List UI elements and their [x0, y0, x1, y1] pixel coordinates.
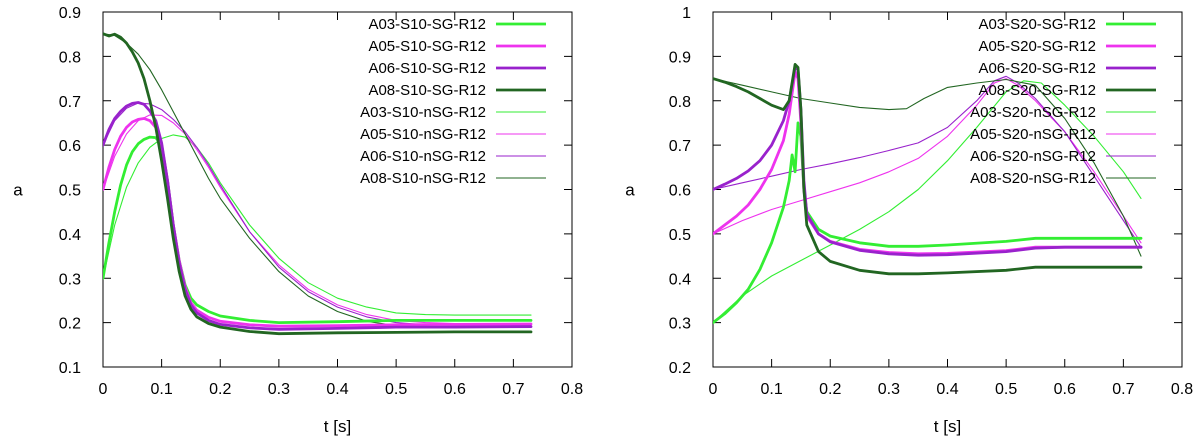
x-tick-label: 0.3 [268, 381, 290, 398]
legend-entry-label: A06-S10-SG-R12 [368, 60, 486, 77]
legend-entry-label: A06-S20-SG-R12 [978, 60, 1096, 77]
y-tick-label: 0.9 [669, 49, 691, 66]
series-line-A08-S20-SG-R12 [713, 63, 1143, 276]
y-tick-label: 0.3 [669, 316, 691, 333]
legend-entry-label: A05-S10-nSG-R12 [360, 126, 486, 143]
x-tick-label: 0.4 [326, 381, 348, 398]
y-tick-label: 0.9 [59, 5, 81, 22]
y-tick-label: 0.6 [669, 183, 691, 200]
x-tick-label: 0.6 [1054, 381, 1076, 398]
x-tick-label: 0.7 [1112, 381, 1134, 398]
y-tick-label: 0.2 [669, 360, 691, 377]
y-tick-label: 0.8 [59, 49, 81, 66]
legend-entry-label: A06-S10-nSG-R12 [360, 148, 486, 165]
left-chart: 0 0.1 0.2 0.3 0.4 0.5 0.6 0.7 0.8 0.1 0.2 0.3 0.4 0.5… [13, 5, 583, 436]
plot-frame [102, 11, 573, 368]
x-tick-label: 0 [99, 381, 108, 398]
x-tick-label: 0.4 [936, 381, 958, 398]
right-chart: 0 0.1 0.2 0.3 0.4 0.5 0.6 0.7 0.8 0.2 0.3 0.4 0.5 0.6… [625, 5, 1193, 436]
y-tick-label: 0.8 [669, 94, 691, 111]
x-axis-label: t [s] [324, 417, 351, 436]
plot-frame [712, 11, 1183, 368]
legend-entry-label: A05-S20-nSG-R12 [970, 126, 1096, 143]
x-tick-label: 0.2 [209, 381, 231, 398]
legend: A03-S10-SG-R12 A05-S10-SG-R12 A06-S10-SG-R… [360, 16, 546, 187]
x-tick-label: 0.8 [561, 381, 583, 398]
y-axis-label: a [625, 181, 635, 200]
y-tick-label: 0.7 [59, 94, 81, 111]
y-tick-label: 0.1 [59, 360, 81, 377]
x-tick-label: 0.6 [444, 381, 466, 398]
x-tick-label: 0.5 [385, 381, 407, 398]
series-group [103, 32, 533, 336]
legend-entry-label: A08-S10-SG-R12 [368, 82, 486, 99]
series-line-A06-S10-SG-R12 [103, 101, 533, 331]
y-tick-label: 0.2 [59, 316, 81, 333]
y-tick-label: 0.7 [669, 138, 691, 155]
series-group [713, 63, 1143, 324]
y-axis-label: a [13, 181, 23, 200]
y-tick-label: 0.4 [669, 271, 691, 288]
y-tick-label: 0.5 [669, 227, 691, 244]
x-tick-label: 0 [709, 381, 718, 398]
series-line-A05-S10-nSG-R12 [103, 114, 532, 325]
y-tick-label: 0.3 [59, 271, 81, 288]
legend-entry-label: A03-S20-SG-R12 [978, 16, 1096, 33]
x-tick-label: 0.3 [878, 381, 900, 398]
legend-entry-label: A05-S20-SG-R12 [978, 38, 1096, 55]
x-tick-label: 0.2 [819, 381, 841, 398]
legend-entry-label: A03-S20-nSG-R12 [970, 104, 1096, 121]
legend: A03-S20-SG-R12 A05-S20-SG-R12 A06-S20-SG-R… [970, 16, 1156, 187]
legend-entry-label: A08-S20-nSG-R12 [970, 170, 1096, 187]
legend-entry-label: A08-S10-nSG-R12 [360, 170, 486, 187]
y-tick-label: 1 [682, 5, 691, 22]
legend-entry-label: A03-S10-nSG-R12 [360, 104, 486, 121]
y-tick-label: 0.6 [59, 138, 81, 155]
legend-entry-label: A08-S20-SG-R12 [978, 82, 1096, 99]
x-tick-label: 0.7 [502, 381, 524, 398]
x-tick-label: 0.1 [151, 381, 173, 398]
series-line-A03-S20-nSG-R12 [713, 80, 1142, 324]
series-line-A08-S10-SG-R12 [103, 32, 533, 336]
legend-entry-label: A03-S10-SG-R12 [368, 16, 486, 33]
x-tick-label: 0.8 [1171, 381, 1193, 398]
legend-entry-label: A05-S10-SG-R12 [368, 38, 486, 55]
series-line-A03-S10-nSG-R12 [103, 134, 532, 316]
x-axis-label: t [s] [934, 417, 961, 436]
y-tick-label: 0.5 [59, 183, 81, 200]
legend-entry-label: A06-S20-nSG-R12 [970, 148, 1096, 165]
x-tick-label: 0.5 [995, 381, 1017, 398]
y-tick-label: 0.4 [59, 227, 81, 244]
x-tick-label: 0.1 [761, 381, 783, 398]
